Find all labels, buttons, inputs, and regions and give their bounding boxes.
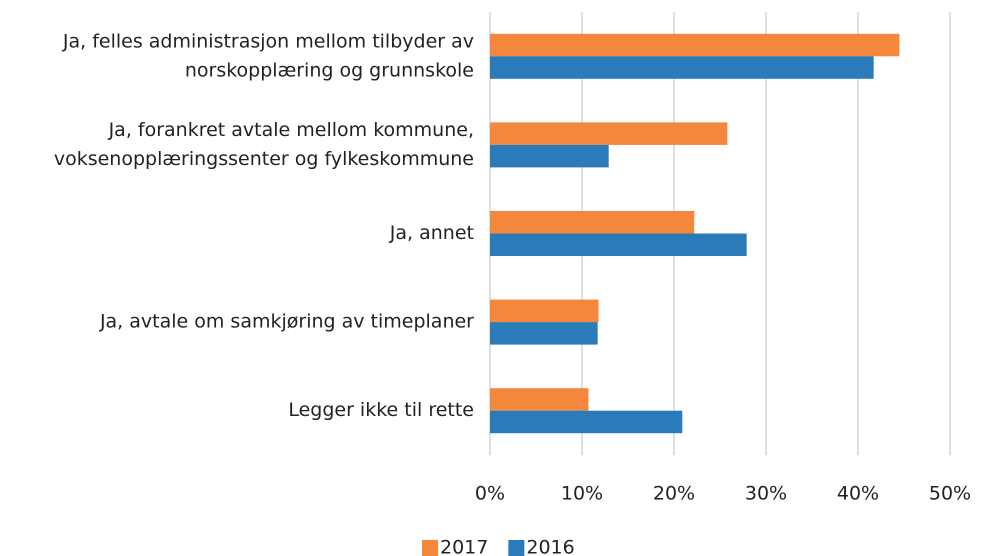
category-label: voksenopplæringssenter og fylkeskommune	[54, 148, 474, 170]
bar	[490, 33, 900, 57]
x-tick-label: 40%	[837, 483, 879, 505]
legend-swatch	[508, 540, 525, 556]
bar	[490, 211, 695, 234]
bar	[490, 299, 599, 323]
bar	[490, 410, 683, 434]
legend-label: 2017	[440, 537, 488, 556]
category-label: Ja, avtale om samkjøring av timeplaner	[99, 311, 474, 333]
bar	[490, 56, 874, 79]
bar	[490, 122, 728, 145]
legend-swatch	[422, 540, 438, 556]
x-tick-label: 10%	[561, 483, 603, 505]
bar	[490, 322, 598, 345]
bar	[490, 388, 589, 411]
category-label: Ja, forankret avtale mellom kommune,	[108, 119, 474, 141]
x-tick-label: 20%	[653, 483, 695, 505]
category-label: Ja, felles administrasjon mellom tilbyde…	[62, 30, 474, 52]
x-tick-label: 30%	[745, 483, 787, 505]
bar	[490, 144, 609, 168]
legend-label: 2016	[526, 537, 574, 556]
x-tick-label: 0%	[475, 483, 505, 505]
bar	[490, 233, 747, 256]
category-label: Ja, annet	[389, 222, 474, 244]
category-label: norskopplæring og grunnskole	[185, 59, 474, 81]
category-label: Legger ikke til rette	[288, 399, 474, 421]
x-tick-label: 50%	[929, 483, 971, 505]
